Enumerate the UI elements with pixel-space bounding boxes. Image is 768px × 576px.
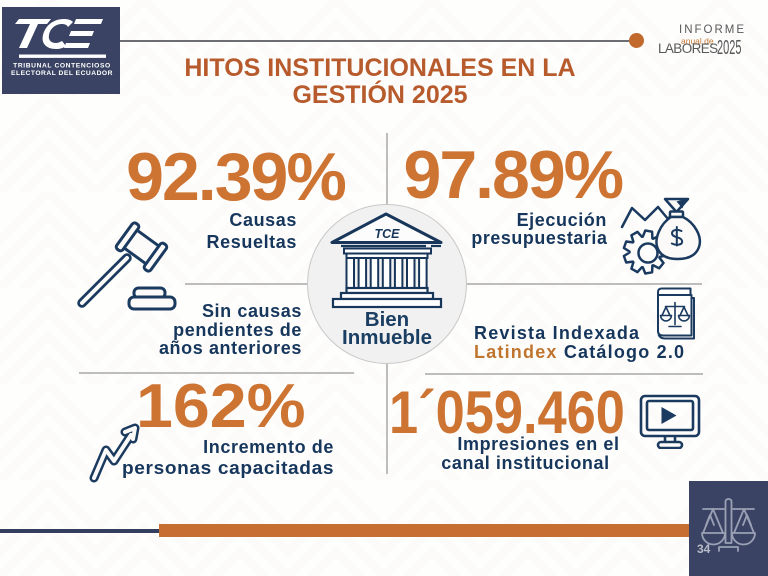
svg-text:TRIBUNAL CONTENCIOSO: TRIBUNAL CONTENCIOSO	[13, 63, 111, 70]
svg-text:ELECTORAL DEL ECUADOR: ELECTORAL DEL ECUADOR	[11, 70, 113, 77]
svg-text:Inmueble: Inmueble	[342, 326, 432, 349]
svg-text:Bien: Bien	[365, 308, 409, 331]
svg-text:34: 34	[697, 542, 711, 556]
svg-text:TCE: TCE	[375, 227, 401, 241]
